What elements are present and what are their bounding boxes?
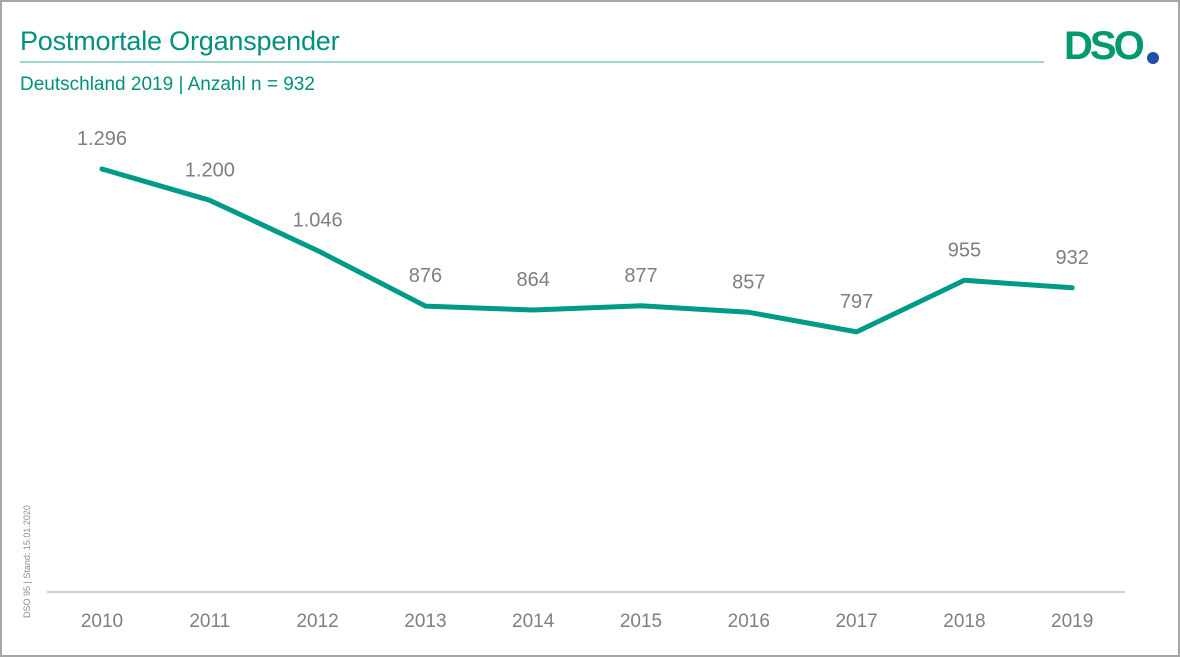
x-tick-label: 2014	[512, 611, 555, 632]
x-tick-label: 2017	[835, 611, 877, 632]
chart-title: Postmortale Organspender	[20, 26, 340, 56]
data-label: 1.296	[77, 128, 127, 150]
x-tick-label: 2015	[620, 611, 662, 632]
x-tick-label: 2010	[81, 611, 123, 632]
series-line	[99, 166, 1075, 335]
data-label: 877	[624, 265, 657, 287]
data-label: 955	[948, 239, 981, 261]
data-label: 857	[732, 271, 765, 293]
chart-subtitle: Deutschland 2019 | Anzahl n = 932	[20, 74, 315, 95]
x-tick-label: 2012	[296, 611, 338, 632]
data-label: 797	[840, 291, 873, 313]
data-label: 864	[517, 269, 550, 291]
x-tick-label: 2013	[404, 611, 446, 632]
x-tick-label: 2011	[189, 611, 230, 632]
data-label: 1.046	[293, 210, 343, 232]
dso-logo: DSO	[1064, 25, 1159, 65]
dso-logo-dot	[1147, 52, 1159, 64]
data-label: 932	[1056, 247, 1089, 269]
data-label: 1.200	[185, 159, 235, 181]
title-divider	[20, 61, 1044, 63]
dso-logo-text: DSO	[1064, 25, 1144, 65]
x-tick-label: 2016	[728, 611, 770, 632]
x-tick-label: 2019	[1051, 611, 1093, 632]
x-tick-label: 2018	[943, 611, 985, 632]
data-label: 876	[409, 265, 442, 287]
